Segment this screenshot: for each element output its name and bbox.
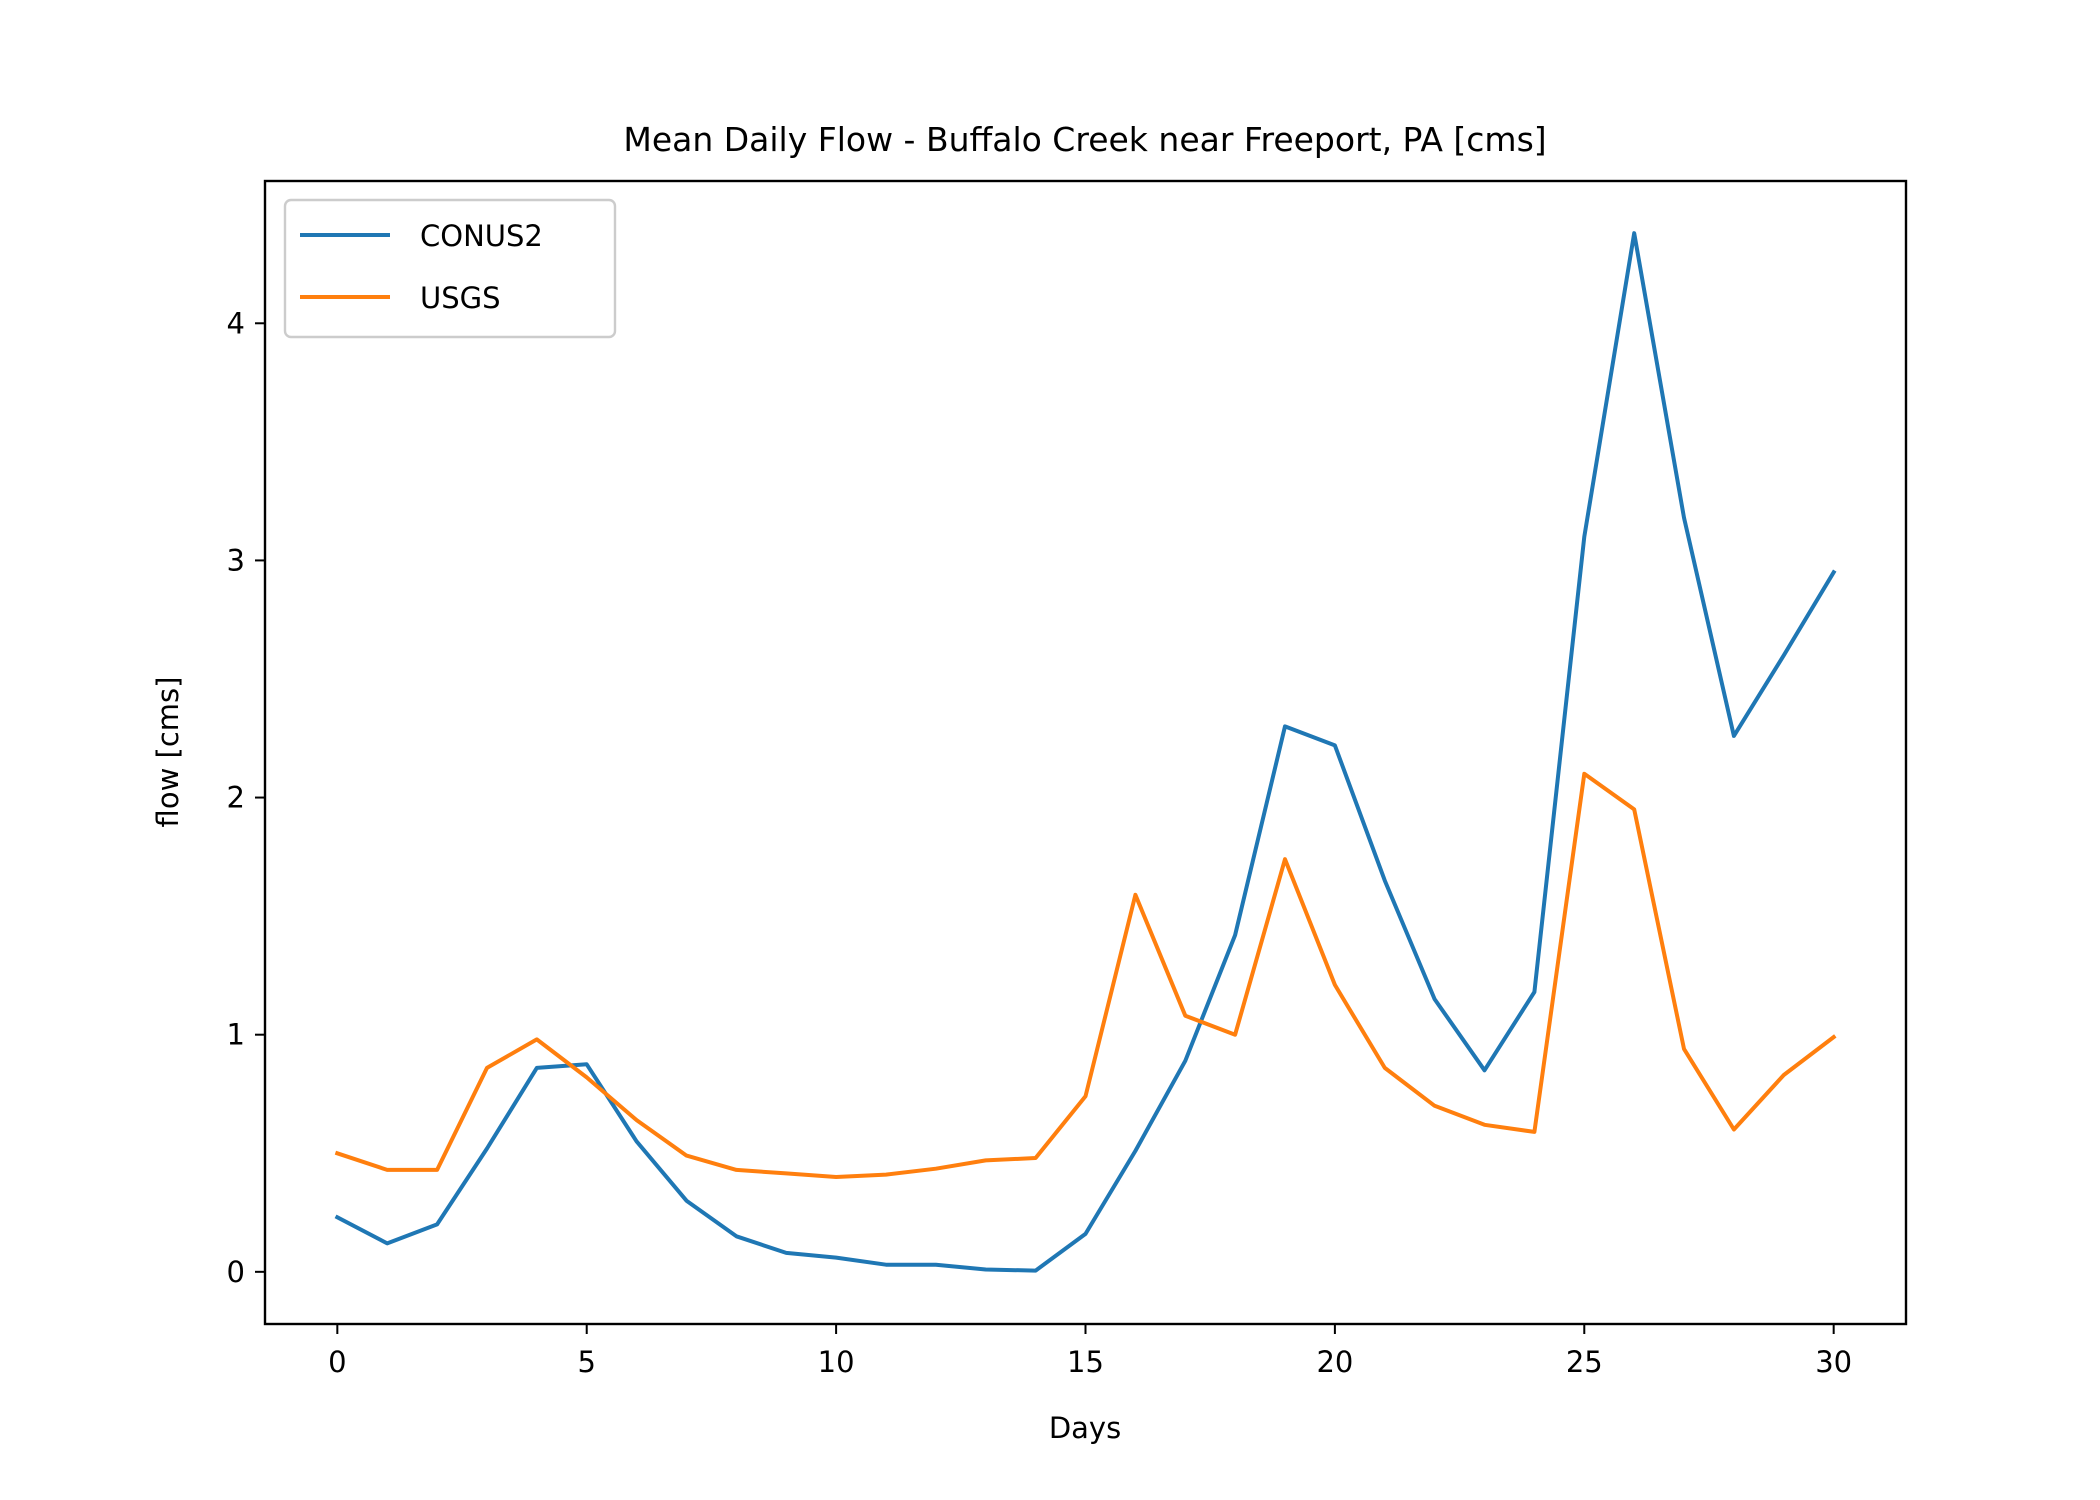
legend-label-usgs: USGS: [420, 281, 501, 315]
x-tick-label: 20: [1316, 1345, 1353, 1379]
y-tick-label: 1: [227, 1018, 245, 1052]
legend: CONUS2 USGS: [283, 198, 617, 339]
x-tick-label: 5: [577, 1345, 595, 1379]
plot-frame: [263, 179, 1908, 1326]
series-line-usgs: [334, 771, 1837, 1179]
y-tick-label: 3: [227, 543, 245, 577]
x-tick-label: 15: [1067, 1345, 1104, 1379]
series-layer: [334, 231, 1837, 1273]
tick-layer: 0 5 10 15 20 25 30 0 1 2 3 4: [227, 306, 1853, 1379]
y-axis-label: flow [cms]: [151, 677, 185, 828]
x-axis-label: Days: [1049, 1411, 1121, 1445]
x-tick-label: 30: [1815, 1345, 1852, 1379]
y-tick-label: 4: [227, 306, 245, 340]
x-tick-label: 0: [328, 1345, 346, 1379]
x-tick-label: 10: [818, 1345, 855, 1379]
chart-title: Mean Daily Flow - Buffalo Creek near Fre…: [623, 120, 1546, 159]
y-tick-label: 0: [227, 1255, 245, 1289]
legend-label-conus2: CONUS2: [420, 219, 543, 253]
x-tick-label: 25: [1566, 1345, 1603, 1379]
y-tick-label: 2: [227, 781, 245, 815]
series-line-conus2: [334, 231, 1837, 1273]
